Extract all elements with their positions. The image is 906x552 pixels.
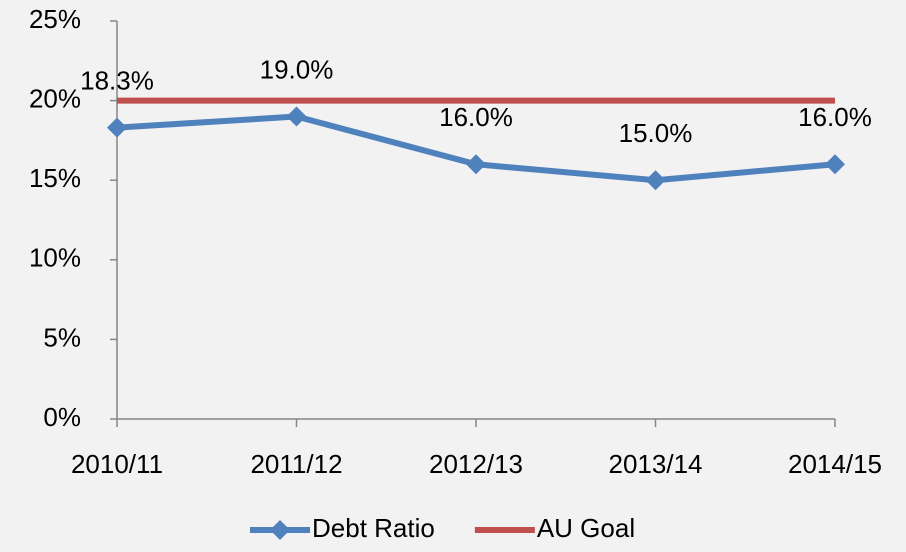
x-tick-label: 2014/15 — [788, 449, 882, 479]
marker — [286, 106, 307, 127]
legend-marker — [270, 520, 290, 540]
y-tick-label: 15% — [29, 163, 81, 193]
x-tick-label: 2012/13 — [429, 449, 523, 479]
data-label: 18.3% — [80, 66, 154, 96]
marker — [466, 154, 486, 175]
marker — [107, 117, 127, 138]
marker — [645, 170, 666, 191]
y-tick-label: 20% — [29, 83, 81, 113]
data-label: 19.0% — [260, 54, 334, 84]
x-tick-label: 2013/14 — [609, 449, 703, 479]
marker — [825, 154, 845, 175]
legend-label: AU Goal — [537, 513, 635, 543]
y-tick-label: 10% — [29, 243, 81, 273]
data-label: 16.0% — [439, 102, 513, 132]
y-tick-label: 25% — [29, 4, 81, 34]
legend-label: Debt Ratio — [312, 513, 435, 543]
y-tick-label: 5% — [43, 322, 81, 352]
x-tick-label: 2010/11 — [71, 449, 163, 479]
data-label: 16.0% — [798, 102, 872, 132]
y-tick-label: 0% — [43, 402, 81, 432]
data-label: 15.0% — [619, 118, 693, 148]
x-tick-label: 2011/12 — [250, 449, 342, 479]
